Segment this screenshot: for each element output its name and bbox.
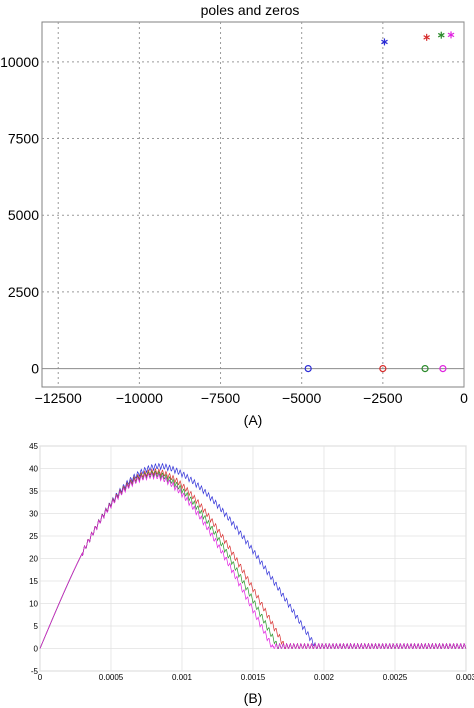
chart-b-x-ticks: 0 0.0005 0.001 0.0015 0.002 0.0025 0.003 bbox=[38, 673, 474, 682]
response-plot: 0 0.0005 0.001 0.0015 0.002 0.0025 0.003 -5051… bbox=[29, 442, 474, 706]
zero-marker bbox=[304, 364, 312, 373]
chart-a-plot-area bbox=[41, 21, 465, 388]
x-tick-label: 0.001 bbox=[172, 673, 193, 682]
zero-marker bbox=[421, 364, 429, 373]
y-tick-label: 7500 bbox=[8, 131, 39, 147]
pole-marker bbox=[423, 33, 431, 41]
chart-a-axes bbox=[42, 22, 465, 387]
chart-a-title: poles and zeros bbox=[201, 2, 300, 18]
pole-marker bbox=[447, 31, 455, 39]
x-tick-label: 0.0015 bbox=[241, 673, 266, 682]
x-tick-label: 0 bbox=[38, 673, 43, 682]
x-tick-label: −12500 bbox=[35, 390, 82, 406]
x-tick-label: 0.0025 bbox=[383, 673, 408, 682]
panel-b-label: (B) bbox=[244, 690, 263, 706]
chart-b-series bbox=[39, 462, 467, 650]
y-tick-label: 0 bbox=[34, 645, 39, 654]
y-tick-label: 35 bbox=[29, 487, 38, 496]
y-tick-label: -5 bbox=[31, 667, 39, 676]
y-tick-label: 40 bbox=[29, 465, 38, 474]
pole-zero-plot: poles and zeros −12500 −10000 −7500 −5000 −2… bbox=[0, 2, 468, 428]
chart-a-x-ticks: −12500 −10000 −7500 −5000 −2500 0 bbox=[35, 390, 468, 406]
y-tick-label: 10 bbox=[29, 600, 38, 609]
response-series-line bbox=[39, 472, 467, 650]
chart-a-y-ticks: 0 2500 5000 7500 10000 bbox=[0, 54, 39, 377]
x-tick-label: −2500 bbox=[363, 390, 403, 406]
pole-marker bbox=[381, 38, 388, 46]
zero-marker bbox=[439, 364, 447, 373]
x-tick-label: 0 bbox=[460, 390, 468, 406]
chart-a-grid bbox=[42, 22, 464, 387]
y-tick-label: 30 bbox=[29, 510, 38, 519]
panel-a-label: (A) bbox=[244, 412, 263, 428]
y-tick-label: 2500 bbox=[8, 284, 39, 300]
x-tick-label: 0.0005 bbox=[99, 673, 124, 682]
y-tick-label: 25 bbox=[29, 532, 38, 541]
y-tick-label: 5000 bbox=[8, 207, 39, 223]
y-tick-label: 5 bbox=[34, 622, 39, 631]
y-tick-label: 10000 bbox=[0, 54, 39, 70]
pole-marker bbox=[437, 31, 445, 39]
chart-a-markers bbox=[304, 31, 455, 373]
x-tick-label: 0.002 bbox=[314, 673, 335, 682]
chart-b-grid bbox=[39, 445, 467, 672]
chart-b-y-ticks: -5 0 5 10 15 20 25 30 35 40 45 bbox=[29, 442, 38, 676]
x-tick-label: 0.003 bbox=[456, 673, 474, 682]
y-tick-label: 20 bbox=[29, 555, 38, 564]
x-tick-label: −5000 bbox=[282, 390, 322, 406]
y-tick-label: 45 bbox=[29, 442, 38, 451]
x-tick-label: −7500 bbox=[201, 390, 241, 406]
x-tick-label: −10000 bbox=[116, 390, 163, 406]
y-tick-label: 0 bbox=[31, 361, 39, 377]
zero-marker bbox=[379, 364, 387, 373]
y-tick-label: 15 bbox=[29, 577, 38, 586]
